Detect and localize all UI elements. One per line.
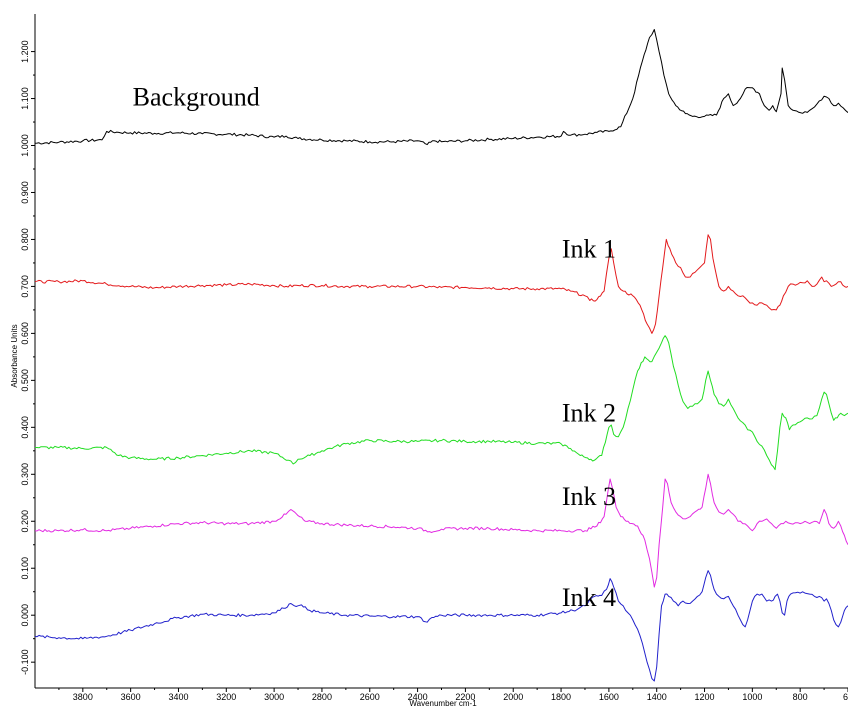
series-label-ink-4: Ink 4 <box>562 583 616 612</box>
x-tick-label: 2600 <box>360 692 380 702</box>
y-tick-label: 0.500 <box>20 369 30 392</box>
y-tick-label: 0.900 <box>20 181 30 204</box>
y-tick-label: 1.000 <box>20 134 30 157</box>
x-tick-label: 3800 <box>73 692 93 702</box>
y-tick-label: -0.100 <box>20 649 30 675</box>
series-label-ink-3: Ink 3 <box>562 482 616 511</box>
x-tick-label: 2200 <box>455 692 475 702</box>
y-tick-label: 0.000 <box>20 604 30 627</box>
x-tick-label: 3400 <box>168 692 188 702</box>
series-line-ink-1 <box>34 234 848 334</box>
series-labels: Background Ink 1 Ink 2 Ink 3 Ink 4 <box>133 83 616 612</box>
y-axis: -0.100 0.000 0.100 0.200 0.300 0.400 0.500 0.60… <box>20 14 36 688</box>
y-tick-label: 0.600 <box>20 322 30 345</box>
series-line-background <box>34 29 848 146</box>
y-tick-label: 0.800 <box>20 228 30 251</box>
series-lines <box>34 29 848 682</box>
series-line-ink-3 <box>34 473 848 588</box>
y-tick-label: 0.200 <box>20 510 30 533</box>
y-tick-label: 1.100 <box>20 87 30 110</box>
y-tick-label: 0.400 <box>20 416 30 439</box>
x-tick-label: 3000 <box>264 692 284 702</box>
x-tick-label: 2400 <box>408 692 428 702</box>
y-tick-label: 0.700 <box>20 275 30 298</box>
x-tick-label: 2800 <box>312 692 332 702</box>
x-tick-label: 3600 <box>121 692 141 702</box>
y-tick-label: 0.300 <box>20 463 30 486</box>
x-tick-label: 1800 <box>551 692 571 702</box>
x-axis: 3800 3600 3400 3200 3000 2800 2600 2400 2200 2000… <box>35 687 848 702</box>
x-tick-label: 800 <box>793 692 808 702</box>
x-tick-label: 1000 <box>742 692 762 702</box>
series-line-ink-2 <box>35 335 848 471</box>
y-tick-label: 1.200 <box>20 40 30 63</box>
x-tick-label: 1200 <box>695 692 715 702</box>
y-axis-title: Absorbance Units <box>10 324 19 387</box>
y-tick-label: 0.100 <box>20 557 30 580</box>
series-label-ink-2: Ink 2 <box>562 399 616 428</box>
x-tick-label: 1400 <box>647 692 667 702</box>
series-label-ink-1: Ink 1 <box>562 234 616 263</box>
x-axis-title: Wavenumber cm-1 <box>409 699 477 708</box>
x-tick-label: 60 <box>843 692 848 702</box>
x-tick-label: 2000 <box>503 692 523 702</box>
x-tick-label: 3200 <box>216 692 236 702</box>
series-label-background: Background <box>133 83 260 112</box>
x-tick-label: 1600 <box>599 692 619 702</box>
series-line-ink-4 <box>34 570 848 682</box>
